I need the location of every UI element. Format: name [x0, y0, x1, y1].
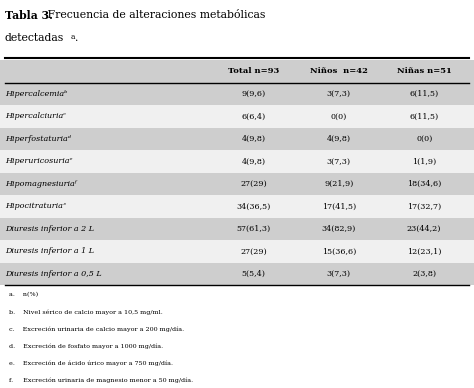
Text: Hiperuricosuriaᵉ: Hiperuricosuriaᵉ	[5, 158, 73, 165]
Bar	[0, 240, 474, 263]
Text: 12(23,1): 12(23,1)	[407, 248, 441, 255]
Text: 57(61,3): 57(61,3)	[237, 225, 271, 233]
Text: 27(29): 27(29)	[240, 180, 267, 188]
Text: 1(1,9): 1(1,9)	[412, 158, 437, 165]
Text: b.    Nivel sérico de calcio mayor a 10,5 mg/ml.: b. Nivel sérico de calcio mayor a 10,5 m…	[9, 309, 163, 315]
Text: .: .	[75, 33, 78, 43]
Text: 3(7,3): 3(7,3)	[327, 158, 351, 165]
Text: Hipomagnesiuriaᶠ: Hipomagnesiuriaᶠ	[5, 180, 76, 188]
Text: 2(3,8): 2(3,8)	[412, 270, 436, 278]
Text: 9(9,6): 9(9,6)	[241, 90, 266, 98]
Bar	[0, 128, 474, 150]
Bar	[0, 263, 474, 285]
Text: 6(11,5): 6(11,5)	[410, 113, 439, 120]
Text: c.    Excreción urinaria de calcio mayor a 200 mg/día.: c. Excreción urinaria de calcio mayor a …	[9, 326, 184, 332]
Text: Diuresis inferior a 0,5 L: Diuresis inferior a 0,5 L	[5, 270, 101, 278]
Bar	[0, 173, 474, 195]
Bar	[0, 83, 474, 105]
Text: Niñas n=51: Niñas n=51	[397, 68, 452, 75]
Text: 3(7,3): 3(7,3)	[327, 270, 351, 278]
Text: Diuresis inferior a 1 L: Diuresis inferior a 1 L	[5, 248, 94, 255]
Bar	[0, 60, 474, 83]
Text: 3(7,3): 3(7,3)	[327, 90, 351, 98]
Text: f.     Excreción urinaria de magnesio menor a 50 mg/día.: f. Excreción urinaria de magnesio menor …	[9, 378, 193, 383]
Bar	[0, 195, 474, 218]
Text: Hipercalcemiaᵇ: Hipercalcemiaᵇ	[5, 90, 67, 98]
Text: 4(9,8): 4(9,8)	[242, 135, 265, 143]
Text: Diuresis inferior a 2 L: Diuresis inferior a 2 L	[5, 225, 94, 233]
Text: e.    Excreción de ácido úrico mayor a 750 mg/día.: e. Excreción de ácido úrico mayor a 750 …	[9, 360, 173, 366]
Text: Total n=93: Total n=93	[228, 68, 279, 75]
Text: 6(6,4): 6(6,4)	[241, 113, 266, 120]
Text: Tabla 3.: Tabla 3.	[5, 10, 53, 21]
Text: 34(36,5): 34(36,5)	[237, 203, 271, 210]
Text: 27(29): 27(29)	[240, 248, 267, 255]
Text: d.    Excreción de fosfato mayor a 1000 mg/día.: d. Excreción de fosfato mayor a 1000 mg/…	[9, 343, 164, 349]
Text: a: a	[70, 33, 74, 41]
Text: 4(9,8): 4(9,8)	[327, 135, 351, 143]
Text: 9(21,9): 9(21,9)	[324, 180, 354, 188]
Text: Hiperfostaturiaᵈ: Hiperfostaturiaᵈ	[5, 135, 71, 143]
Text: Niños  n=42: Niños n=42	[310, 68, 368, 75]
Bar	[0, 150, 474, 173]
Text: 4(9,8): 4(9,8)	[242, 158, 265, 165]
Bar	[0, 218, 474, 240]
Text: a.    n(%): a. n(%)	[9, 292, 38, 297]
Text: 5(5,4): 5(5,4)	[242, 270, 265, 278]
Text: 0(0): 0(0)	[331, 113, 347, 120]
Bar	[0, 105, 474, 128]
Text: 23(44,2): 23(44,2)	[407, 225, 441, 233]
Text: 34(82,9): 34(82,9)	[322, 225, 356, 233]
Text: 17(41,5): 17(41,5)	[322, 203, 356, 210]
Text: 18(34,6): 18(34,6)	[407, 180, 441, 188]
Text: 15(36,6): 15(36,6)	[322, 248, 356, 255]
Text: Hipercalciuriaᶜ: Hipercalciuriaᶜ	[5, 113, 66, 120]
Text: 0(0): 0(0)	[416, 135, 432, 143]
Text: Hipocitraturiaᶟ: Hipocitraturiaᶟ	[5, 203, 66, 210]
Text: 17(32,7): 17(32,7)	[407, 203, 441, 210]
Text: Frecuencia de alteraciones metabólicas: Frecuencia de alteraciones metabólicas	[44, 10, 265, 20]
Text: 6(11,5): 6(11,5)	[410, 90, 439, 98]
Text: detectadas: detectadas	[5, 33, 64, 43]
